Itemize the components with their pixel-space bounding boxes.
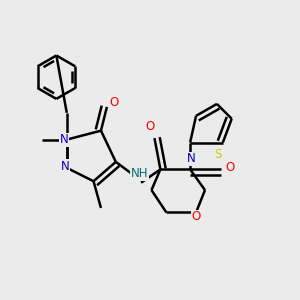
Text: N: N (187, 152, 196, 165)
Text: O: O (191, 210, 201, 224)
Text: O: O (226, 161, 235, 174)
Text: N: N (59, 133, 68, 146)
Text: N: N (61, 160, 70, 173)
Text: O: O (110, 96, 119, 109)
Text: S: S (215, 148, 222, 161)
Text: O: O (146, 120, 154, 133)
Text: NH: NH (131, 167, 148, 180)
